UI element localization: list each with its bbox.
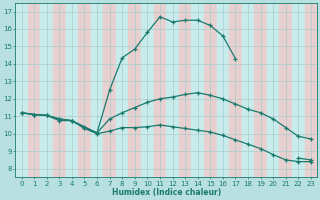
Bar bbox=[254, 3, 267, 177]
Bar bbox=[292, 3, 305, 177]
Bar bbox=[40, 3, 53, 177]
Bar bbox=[305, 3, 317, 177]
Bar bbox=[15, 3, 28, 177]
Bar bbox=[279, 3, 292, 177]
Bar bbox=[141, 3, 154, 177]
Bar bbox=[91, 3, 103, 177]
Bar bbox=[53, 3, 66, 177]
Bar bbox=[166, 3, 179, 177]
Bar bbox=[191, 3, 204, 177]
Bar bbox=[204, 3, 217, 177]
Bar bbox=[116, 3, 129, 177]
Bar bbox=[154, 3, 166, 177]
Bar bbox=[217, 3, 229, 177]
X-axis label: Humidex (Indice chaleur): Humidex (Indice chaleur) bbox=[112, 188, 221, 197]
Bar bbox=[66, 3, 78, 177]
Bar bbox=[28, 3, 40, 177]
Bar bbox=[78, 3, 91, 177]
Bar bbox=[179, 3, 191, 177]
Bar bbox=[242, 3, 254, 177]
Bar bbox=[267, 3, 279, 177]
Bar bbox=[229, 3, 242, 177]
Bar bbox=[129, 3, 141, 177]
Bar bbox=[103, 3, 116, 177]
